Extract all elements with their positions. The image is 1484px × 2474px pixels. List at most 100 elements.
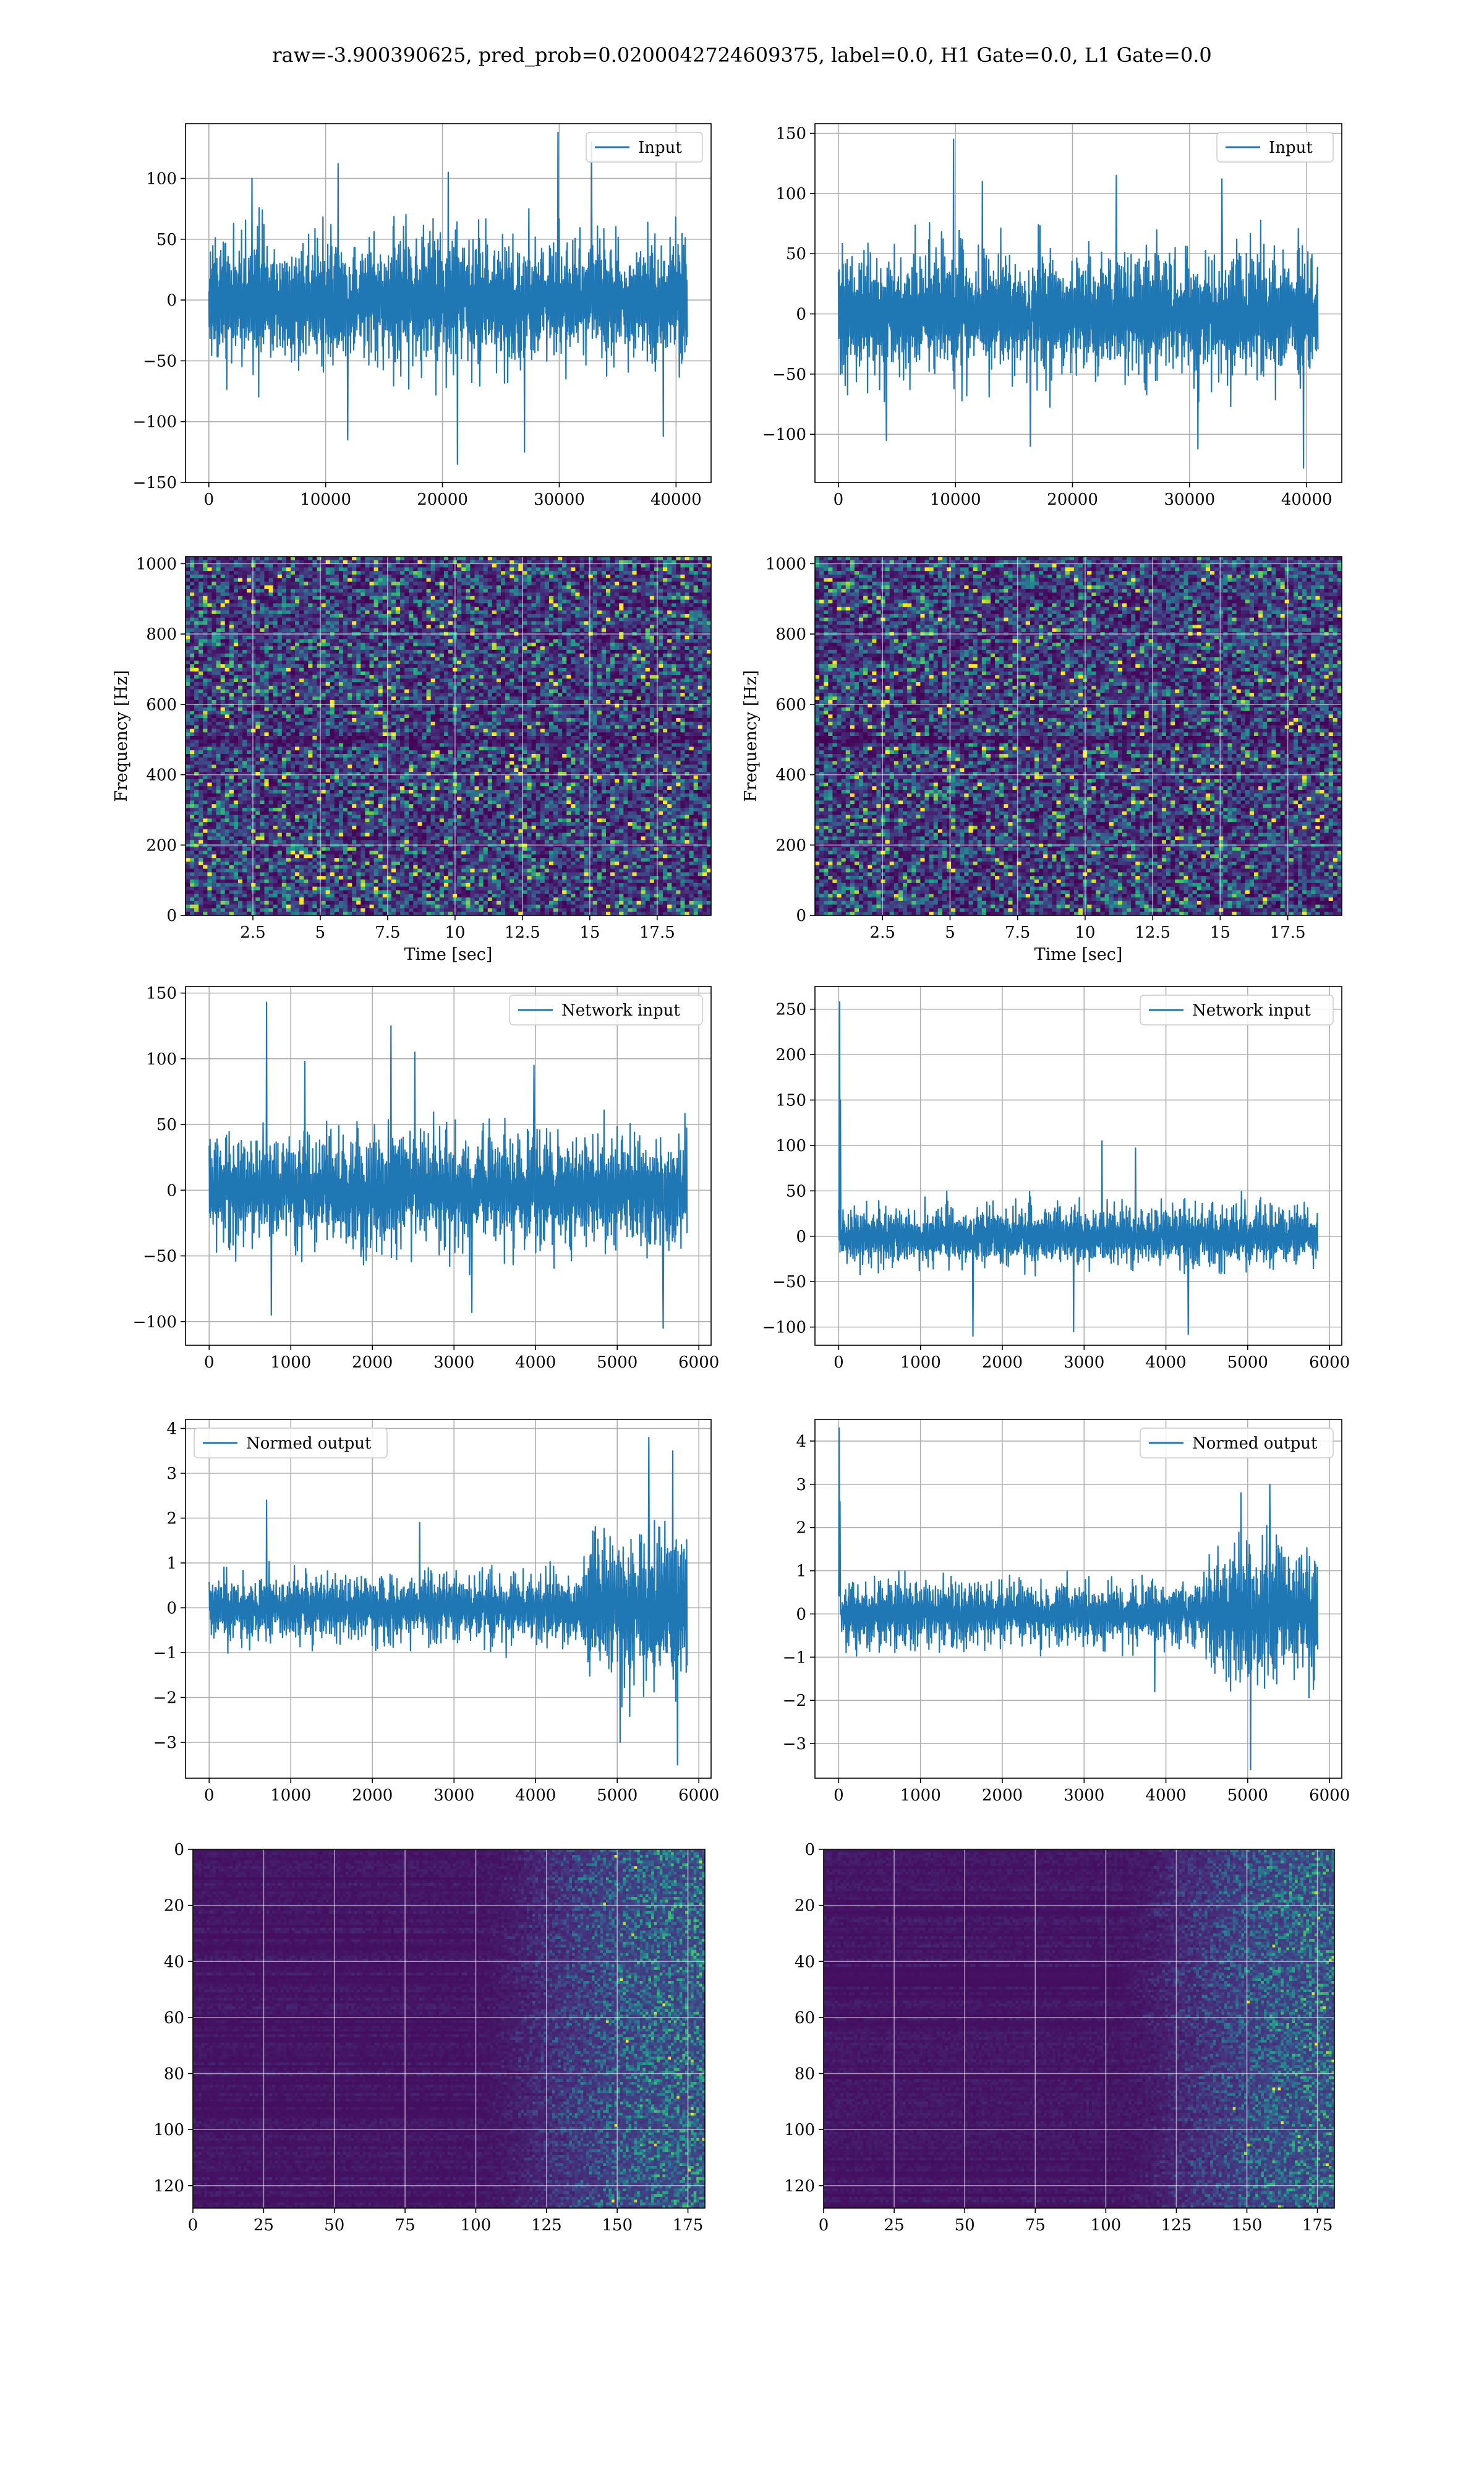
y-tick-label: −2	[153, 1689, 177, 1708]
y-tick-label: 2	[796, 1519, 806, 1538]
y-tick-label: −50	[143, 1248, 177, 1266]
x-tick-label: 7.5	[1005, 923, 1030, 942]
y-tick-label: 120	[784, 2177, 815, 2196]
y-tick-label: 0	[166, 907, 177, 925]
x-tick-label: 175	[673, 2216, 704, 2235]
x-tick-label: 2000	[352, 1353, 393, 1372]
x-tick-label: 25	[254, 2216, 274, 2235]
panel-r2c2: 2.5 5 7.5 10 12.5 15 17.502004006008001000Time…	[741, 555, 1342, 964]
legend-label: Normed output	[1192, 1434, 1318, 1453]
x-tick-label: 0	[834, 1353, 844, 1372]
y-tick-label: 800	[146, 625, 177, 644]
x-tick-label: 40000	[1281, 490, 1333, 509]
heatmap-cells-r5c1	[193, 1849, 706, 2209]
legend-r1c1: Input	[586, 132, 702, 162]
x-tick-label: 25	[884, 2216, 905, 2235]
x-tick-label: 30000	[1164, 490, 1216, 509]
y-tick-label: 50	[156, 231, 177, 249]
x-tick-label: 10	[445, 923, 465, 942]
y-tick-label: 0	[796, 1605, 806, 1624]
x-tick-label: 4000	[515, 1786, 556, 1805]
x-tick-label: 1000	[270, 1786, 311, 1805]
x-tick-label: 20000	[1047, 490, 1098, 509]
x-tick-label: 0	[204, 490, 215, 509]
x-tick-label: 1000	[900, 1786, 941, 1805]
x-tick-label: 3000	[433, 1786, 474, 1805]
y-tick-label: 250	[775, 1001, 806, 1019]
x-tick-label: 15	[1210, 923, 1230, 942]
y-tick-label: 3	[796, 1476, 806, 1494]
y-tick-label: 20	[164, 1897, 184, 1915]
y-tick-label: 100	[784, 2121, 815, 2139]
x-axis-label: Time [sec]	[1034, 945, 1123, 964]
y-tick-label: −100	[762, 426, 806, 444]
x-tick-label: 5000	[597, 1786, 638, 1805]
x-tick-label: 3000	[1064, 1353, 1104, 1372]
legend-label: Input	[1269, 139, 1313, 157]
y-tick-label: −50	[772, 366, 806, 384]
y-tick-label: 100	[775, 1137, 806, 1155]
legend-label: Network input	[561, 1001, 680, 1020]
x-tick-label: 4000	[515, 1353, 556, 1372]
x-tick-label: 2000	[982, 1353, 1023, 1372]
y-tick-label: −2	[783, 1692, 806, 1710]
y-tick-label: 400	[146, 766, 177, 785]
x-tick-label: 1000	[270, 1353, 311, 1372]
y-tick-label: 40	[795, 1953, 815, 1971]
x-tick-label: 6000	[1309, 1786, 1350, 1805]
y-tick-label: 60	[164, 2009, 184, 2027]
x-tick-label: 15	[579, 923, 600, 942]
y-tick-label: 150	[775, 1092, 806, 1110]
legend-r3c2: Network input	[1140, 995, 1333, 1025]
y-tick-label: 200	[146, 836, 177, 855]
x-tick-label: 0	[204, 1786, 215, 1805]
x-tick-label: 0	[834, 1786, 844, 1805]
y-axis-label: Frequency [Hz]	[112, 670, 131, 802]
y-tick-label: 1	[166, 1554, 177, 1573]
y-tick-label: 60	[795, 2009, 815, 2027]
y-tick-label: 3	[166, 1465, 177, 1483]
x-tick-label: 75	[395, 2216, 416, 2235]
y-tick-label: 4	[796, 1432, 806, 1451]
x-tick-label: 100	[461, 2216, 492, 2235]
y-tick-label: −50	[772, 1273, 806, 1291]
y-tick-label: −3	[783, 1735, 806, 1753]
x-tick-label: 75	[1025, 2216, 1046, 2235]
y-tick-label: 40	[164, 1953, 184, 1971]
x-axis-label: Time [sec]	[404, 945, 493, 964]
y-tick-label: −3	[153, 1734, 177, 1752]
y-tick-label: 150	[775, 125, 806, 143]
y-tick-label: 0	[166, 291, 177, 310]
x-tick-label: 125	[1161, 2216, 1192, 2235]
plot-area-r2c1	[186, 557, 712, 916]
x-tick-label: 4000	[1145, 1353, 1186, 1372]
legend-r4c2: Normed output	[1140, 1428, 1333, 1458]
x-tick-label: 150	[1232, 2216, 1263, 2235]
x-tick-label: 2000	[982, 1786, 1023, 1805]
y-tick-label: 80	[795, 2065, 815, 2084]
y-tick-label: 150	[146, 985, 177, 1003]
y-tick-label: 120	[153, 2177, 184, 2196]
x-tick-label: 0	[188, 2216, 198, 2235]
y-tick-label: 2	[166, 1510, 177, 1528]
x-tick-label: 100	[1091, 2216, 1122, 2235]
y-tick-label: 0	[796, 1228, 806, 1246]
y-tick-label: 0	[166, 1181, 177, 1200]
x-tick-label: 3000	[433, 1353, 474, 1372]
x-tick-label: 6000	[678, 1786, 719, 1805]
x-tick-label: 0	[204, 1353, 215, 1372]
heatmap-cells-r5c2	[824, 1849, 1335, 2209]
y-tick-label: 50	[786, 245, 806, 263]
y-tick-label: −100	[762, 1319, 806, 1337]
figure-suptitle: raw=-3.900390625, pred_prob=0.0200042724…	[272, 43, 1212, 67]
x-tick-label: 5	[945, 923, 955, 942]
y-tick-label: 800	[775, 625, 806, 644]
x-tick-label: 6000	[678, 1353, 719, 1372]
x-tick-label: 10	[1075, 923, 1095, 942]
panel-r2c1: 2.5 5 7.5 10 12.5 15 17.502004006008001000Time…	[112, 555, 712, 964]
y-tick-label: −150	[133, 474, 177, 492]
x-tick-label: 50	[324, 2216, 344, 2235]
plot-area-r5c2	[824, 1849, 1335, 2209]
